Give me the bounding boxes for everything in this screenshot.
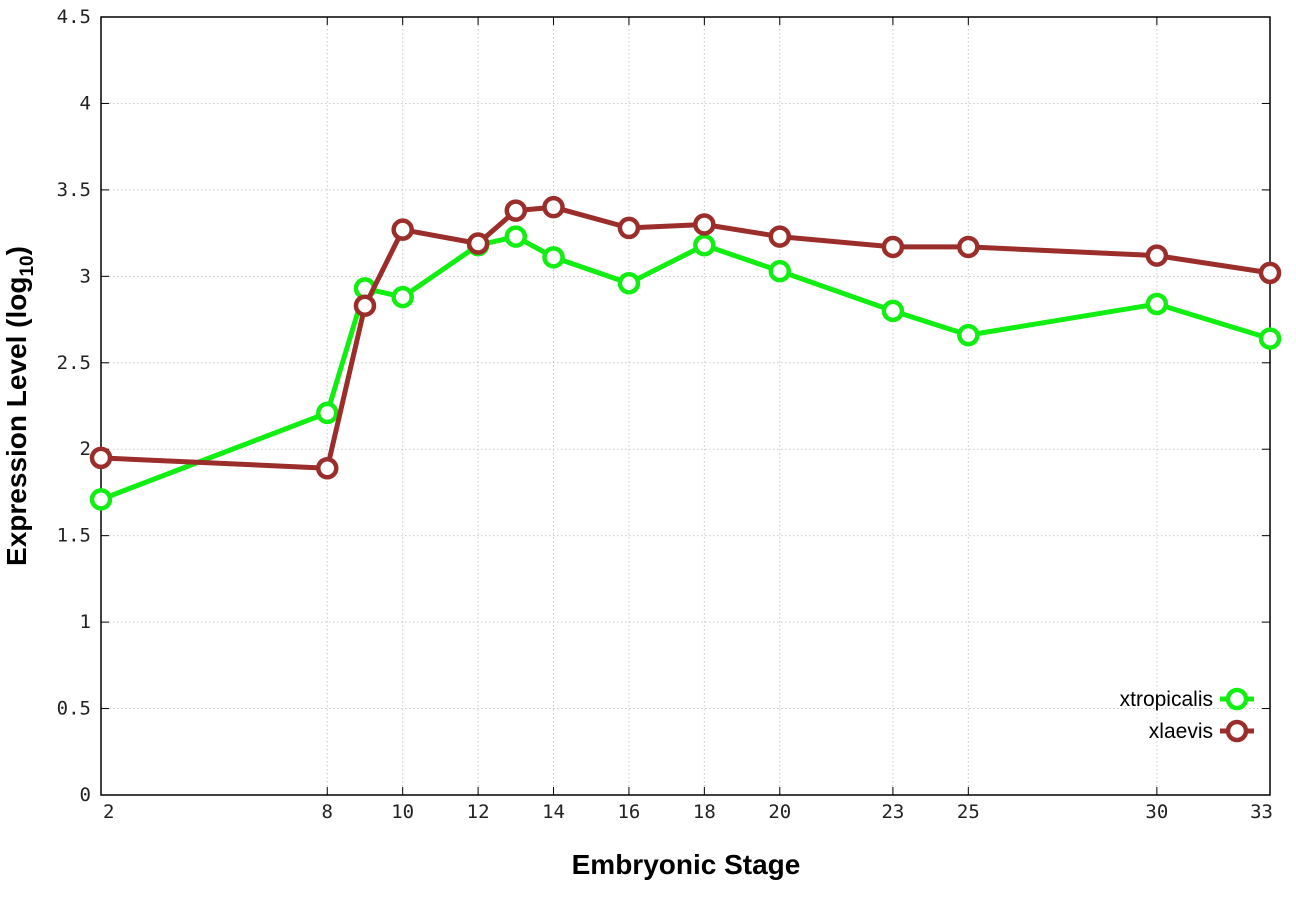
y-tick-label: 1.5: [57, 525, 91, 547]
data-point-xtropicalis: [957, 323, 980, 347]
data-point-xtropicalis: [542, 246, 565, 269]
x-tick-label: 10: [391, 801, 414, 823]
data-point-xlaevis: [89, 446, 113, 470]
data-point-xtropicalis: [316, 401, 339, 425]
data-point-xtropicalis: [881, 299, 905, 323]
y-axis-title-main: Expression Level (log: [1, 277, 32, 566]
data-point-xlaevis: [1145, 244, 1169, 267]
data-point-xtropicalis: [504, 225, 528, 248]
legend-swatch-marker-xtropicalis: [1225, 687, 1249, 711]
x-tick-label: 20: [768, 801, 791, 823]
x-tick-label: 30: [1145, 801, 1168, 823]
data-point-xlaevis: [353, 294, 377, 317]
data-point-xtropicalis: [391, 285, 414, 309]
data-point-xlaevis: [391, 218, 414, 241]
series-layer: [89, 195, 1282, 511]
data-point-xlaevis: [542, 195, 565, 219]
legend-label-xlaevis: xlaevis: [1149, 720, 1213, 743]
y-tick-label: 4: [80, 92, 91, 114]
data-point-xlaevis: [617, 216, 641, 240]
x-tick-label: 25: [957, 801, 980, 823]
legend-swatch-marker-xlaevis: [1225, 719, 1249, 743]
data-point-xlaevis: [466, 232, 490, 255]
y-tick-label: 0: [80, 784, 91, 806]
y-tick-label: 1: [80, 611, 91, 633]
axis-ticks: 0 0.5 1 1.5 2 2.5 3 3.5 4 4.5 2 8 10 12 14 16 18 20 23 25 30…: [57, 6, 1273, 823]
data-point-xtropicalis: [89, 488, 113, 511]
legend: xtropicalis xlaevis: [1120, 687, 1254, 743]
x-tick-label: 16: [617, 801, 640, 823]
x-tick-label: 12: [467, 801, 490, 823]
data-point-xlaevis: [881, 235, 905, 259]
x-tick-label: 33: [1250, 801, 1273, 823]
data-point-xtropicalis: [768, 259, 792, 283]
data-point-xlaevis: [504, 199, 528, 222]
data-point-xtropicalis: [693, 233, 716, 257]
data-point-xtropicalis: [1258, 327, 1282, 350]
x-tick-label: 23: [881, 801, 904, 823]
data-point-xlaevis: [768, 225, 792, 248]
grid-lines: [101, 17, 1270, 795]
series-line-xlaevis: [100, 204, 1271, 471]
y-axis-title-subscript: 10: [17, 255, 38, 276]
x-tick-label: 14: [542, 801, 565, 823]
x-tick-label: 2: [103, 801, 114, 823]
y-tick-label: 4.5: [57, 6, 91, 28]
y-tick-label: 3.5: [57, 179, 91, 201]
legend-label-xtropicalis: xtropicalis: [1120, 688, 1213, 711]
y-axis-title: Expression Level (log10): [1, 246, 38, 566]
x-tick-label: 18: [693, 801, 716, 823]
plot-frame: [100, 16, 1271, 796]
x-axis-title: Embryonic Stage: [572, 849, 801, 880]
y-tick-label: 2.5: [57, 352, 91, 374]
data-point-xtropicalis: [617, 271, 641, 295]
y-tick-label: 3: [80, 265, 91, 287]
data-point-xlaevis: [1258, 261, 1282, 285]
data-point-xlaevis: [693, 213, 716, 236]
data-point-xtropicalis: [1145, 292, 1169, 316]
data-point-xlaevis: [316, 456, 339, 480]
y-axis-title-close: ): [1, 246, 32, 255]
data-point-xlaevis: [957, 235, 980, 259]
y-tick-label: 0.5: [57, 698, 91, 720]
x-tick-label: 8: [322, 801, 333, 823]
y-tick-label: 2: [80, 438, 91, 460]
